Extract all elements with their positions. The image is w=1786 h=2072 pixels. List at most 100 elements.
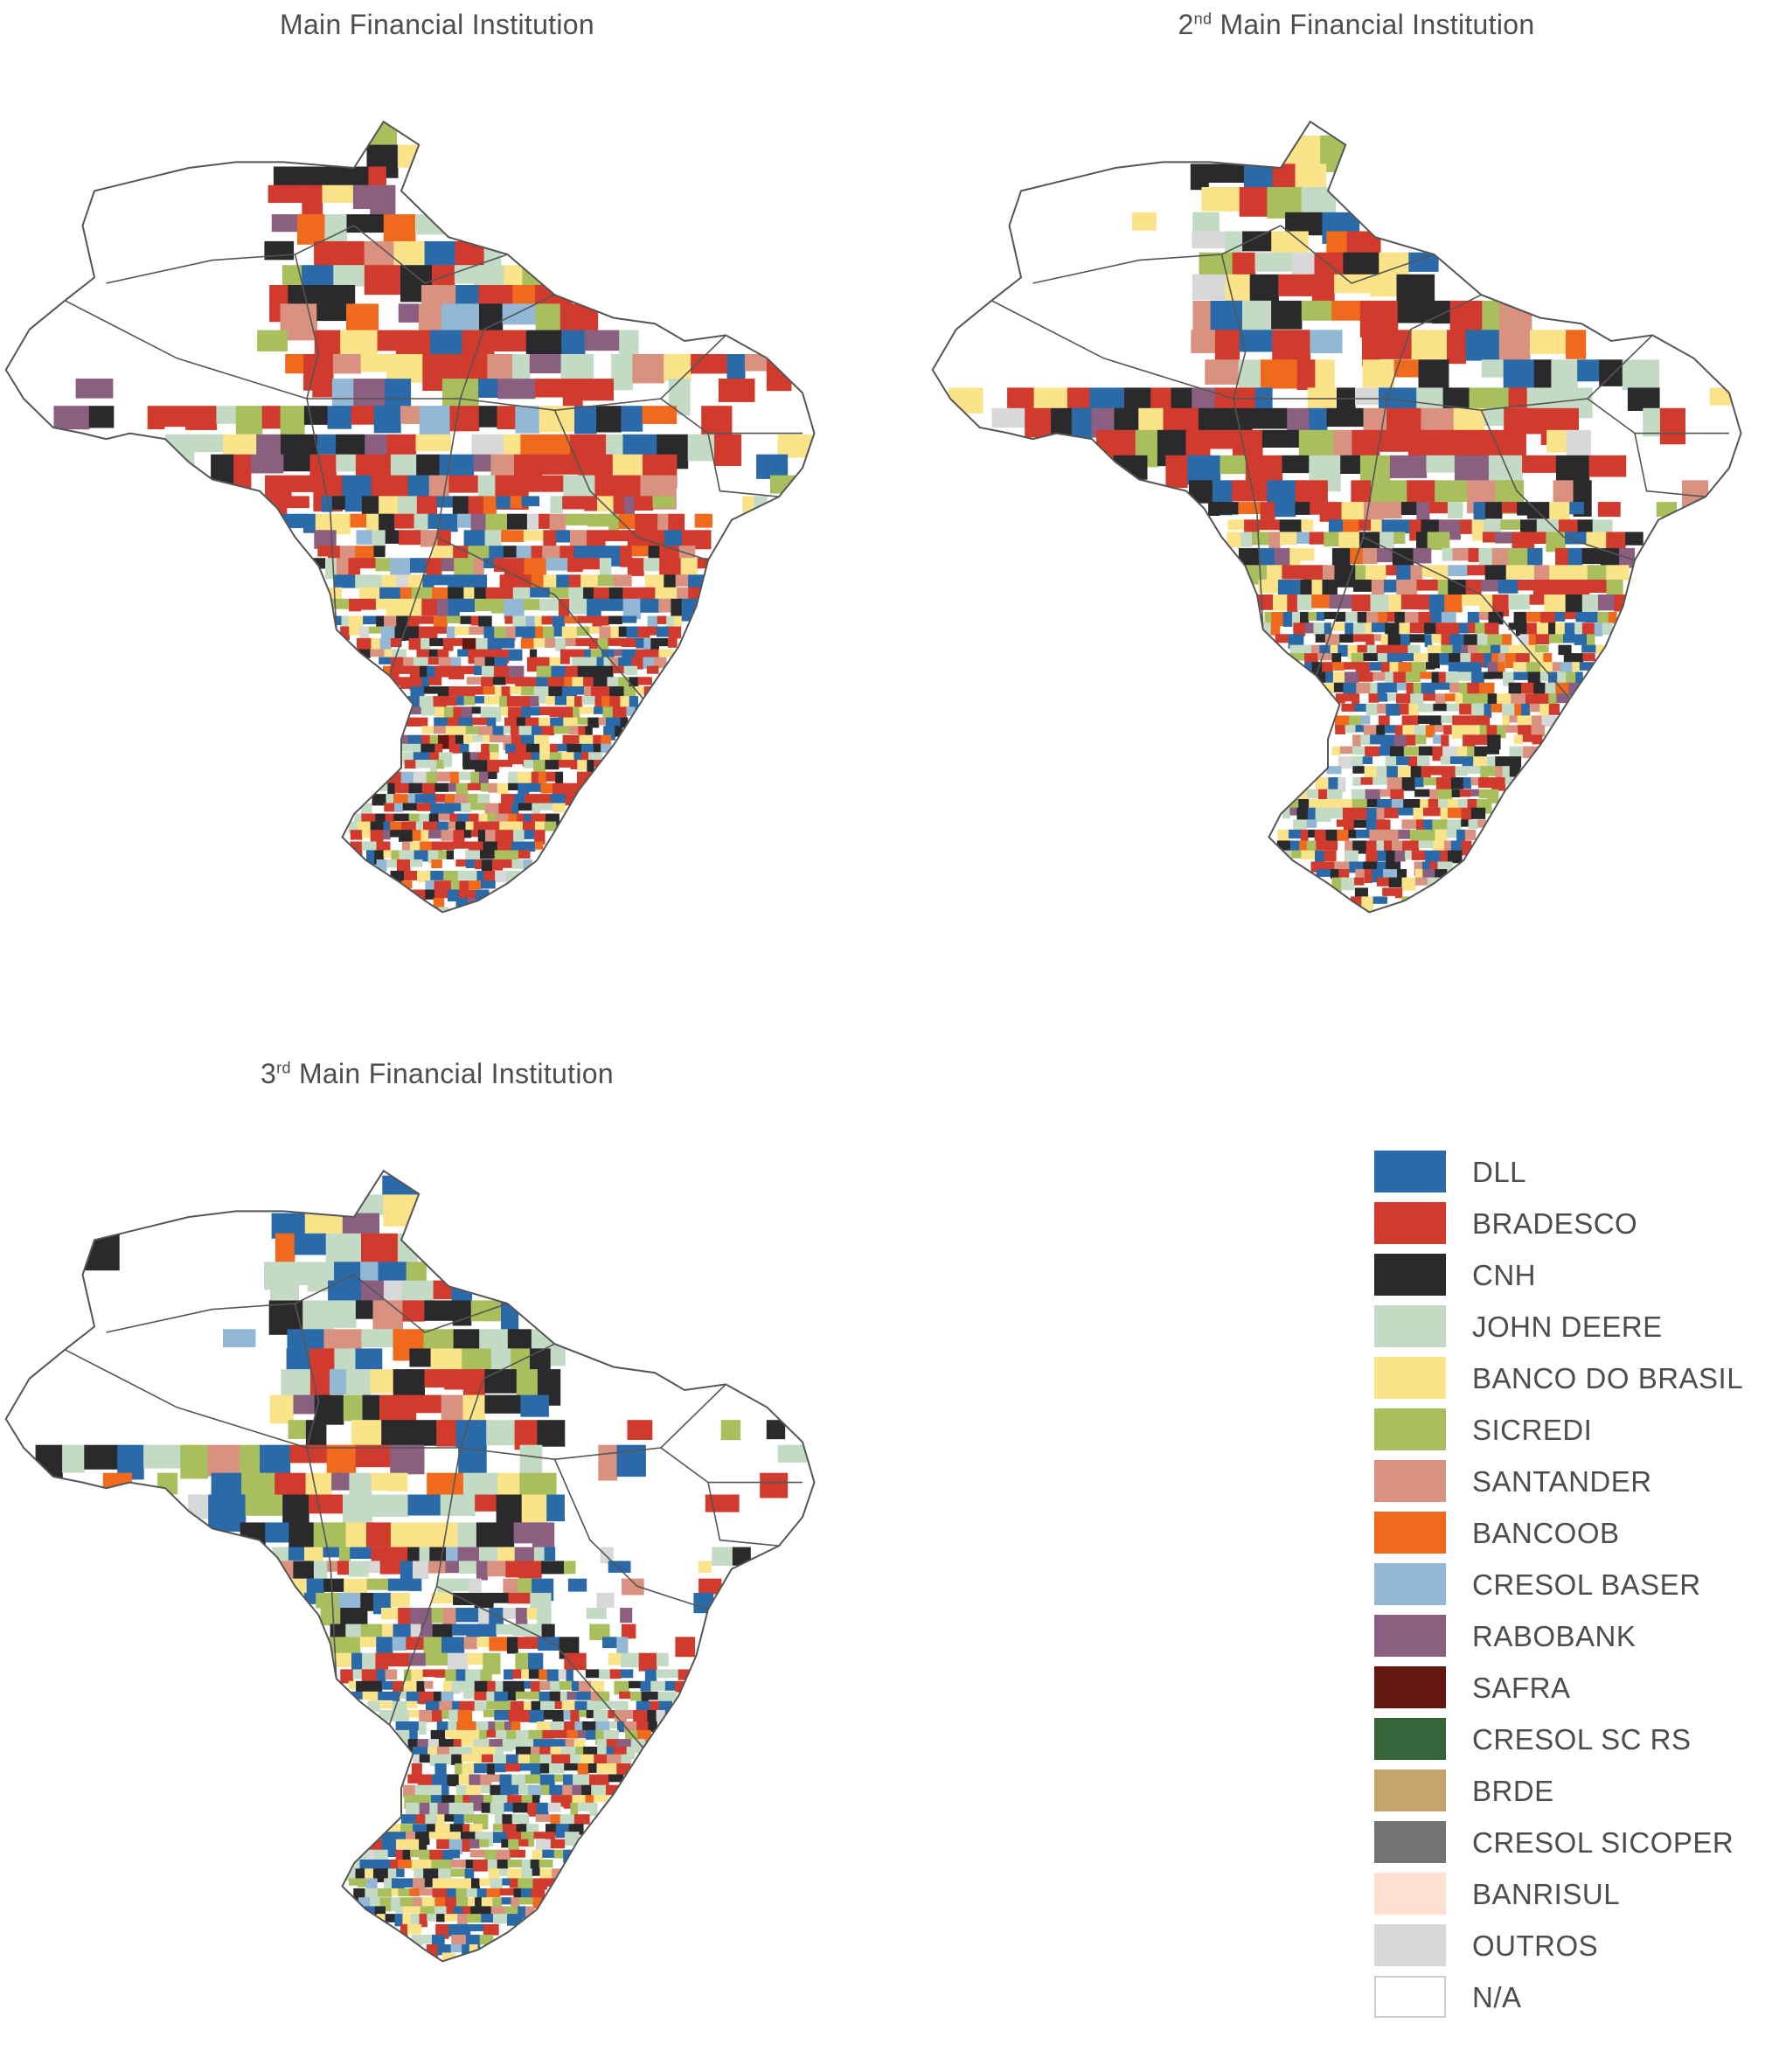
municipality-cell <box>322 184 354 203</box>
municipality-cell <box>1373 777 1388 785</box>
municipality-cell <box>507 1329 532 1349</box>
municipality-cell <box>643 637 651 653</box>
municipality-cell <box>513 1888 522 1898</box>
municipality-cell <box>525 1906 535 1916</box>
municipality-cell <box>1414 725 1427 735</box>
municipality-cell <box>315 513 330 532</box>
municipality-cell <box>1380 662 1391 678</box>
municipality-cell <box>462 1824 470 1837</box>
municipality-cell <box>1271 231 1309 254</box>
municipality-cell <box>163 406 186 428</box>
municipality-cell <box>1220 455 1247 475</box>
municipality-cell <box>1622 359 1660 391</box>
municipality-cell <box>517 771 532 787</box>
municipality-cell <box>1429 789 1438 804</box>
municipality-cell <box>570 760 578 769</box>
municipality-cell <box>1330 644 1338 653</box>
municipality-cell <box>400 406 420 424</box>
municipality-cell <box>499 1774 512 1787</box>
municipality-cell <box>1521 703 1531 720</box>
municipality-cell <box>1470 789 1480 796</box>
municipality-cell <box>1431 671 1440 687</box>
municipality-cell <box>594 706 604 714</box>
municipality-cell <box>403 1784 416 1797</box>
municipality-cell <box>555 530 571 543</box>
municipality-cell <box>566 696 575 709</box>
municipality-cell <box>413 1897 423 1908</box>
municipality-cell <box>413 1754 420 1769</box>
municipality-cell <box>510 496 523 509</box>
municipality-cell <box>1416 580 1439 591</box>
municipality-cell <box>608 1710 615 1719</box>
legend-item: SICREDI <box>1374 1408 1759 1452</box>
municipality-cell <box>1421 861 1431 873</box>
panel-title-third-sup: rd <box>276 1059 291 1077</box>
municipality-cell <box>1471 671 1484 684</box>
municipality-cell <box>1347 644 1359 660</box>
municipality-cell <box>413 752 421 761</box>
municipality-cell <box>431 1795 442 1804</box>
municipality-cell <box>429 760 437 773</box>
municipality-cell <box>1338 532 1360 549</box>
municipality-cell <box>1498 330 1531 365</box>
municipality-cell <box>1546 429 1567 453</box>
municipality-cell <box>561 752 575 761</box>
municipality-cell <box>664 574 677 589</box>
municipality-cell <box>1441 715 1453 724</box>
municipality-cell <box>411 1860 421 1871</box>
municipality-cell <box>1600 547 1620 567</box>
municipality-cell <box>431 841 443 852</box>
municipality-cell <box>401 1814 416 1824</box>
municipality-cell <box>479 1329 509 1350</box>
municipality-cell <box>416 1680 425 1694</box>
municipality-cell <box>309 1348 335 1372</box>
municipality-cell <box>1525 693 1540 705</box>
municipality-cell <box>1508 622 1517 630</box>
municipality-cell <box>538 1637 560 1651</box>
municipality-cell <box>436 1420 457 1447</box>
municipality-cell <box>1384 580 1397 593</box>
municipality-cell <box>641 1691 649 1705</box>
municipality-cell <box>464 1868 475 1882</box>
municipality-cell <box>1584 611 1598 622</box>
municipality-cell <box>419 696 434 708</box>
municipality-cell <box>1495 532 1513 544</box>
municipality-cell <box>1394 725 1404 739</box>
municipality-cell <box>491 598 504 614</box>
municipality-cell <box>539 696 546 704</box>
municipality-cell <box>448 1923 458 1936</box>
municipality-cell <box>305 1420 327 1448</box>
municipality-cell <box>1192 231 1226 249</box>
municipality-cell <box>1566 429 1591 460</box>
municipality-cell <box>1421 682 1435 696</box>
municipality-cell <box>598 717 607 726</box>
municipality-cell <box>480 850 496 859</box>
municipality-cell <box>478 406 498 428</box>
municipality-cell <box>539 1774 555 1788</box>
municipality-cell <box>495 871 507 882</box>
state-border <box>436 1585 644 1749</box>
municipality-cell <box>461 1832 476 1839</box>
municipality-cell <box>511 1784 519 1795</box>
municipality-cell <box>488 771 497 779</box>
municipality-cell <box>511 734 522 746</box>
municipality-cell <box>558 1669 567 1680</box>
municipality-cell <box>349 626 360 636</box>
municipality-cell <box>541 615 553 625</box>
municipality-cell <box>1502 756 1511 770</box>
municipality-cell <box>1225 231 1243 253</box>
municipality-cell <box>470 803 486 810</box>
municipality-cell <box>1348 829 1357 838</box>
municipality-cell <box>1408 252 1439 272</box>
municipality-cell <box>436 1839 450 1849</box>
municipality-cell <box>471 1878 480 1890</box>
municipality-cell <box>407 1547 420 1565</box>
municipality-cell <box>1401 777 1415 791</box>
municipality-cell <box>425 889 435 900</box>
municipality-cell <box>431 1592 454 1604</box>
municipality-cell <box>1352 766 1366 774</box>
municipality-cell <box>534 615 543 628</box>
municipality-cell <box>489 1739 504 1749</box>
municipality-cell <box>1459 789 1471 797</box>
municipality-cell <box>1495 756 1504 768</box>
